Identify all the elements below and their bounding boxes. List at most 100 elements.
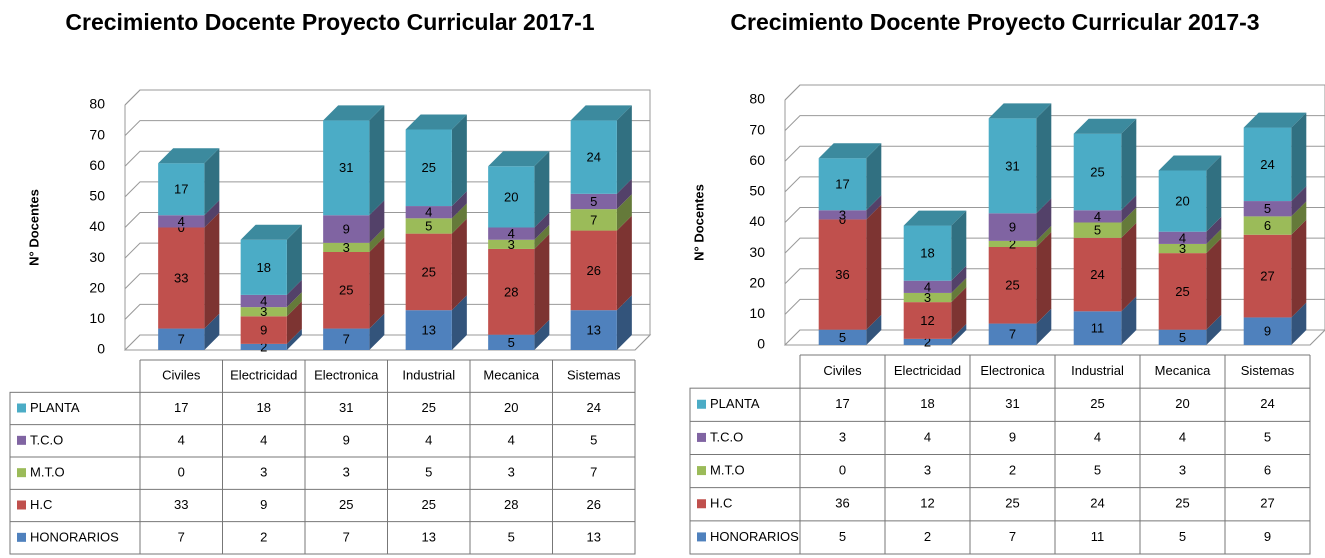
data-label: 18 (920, 246, 934, 261)
bar-top (1243, 112, 1307, 128)
table-cell: 2 (924, 529, 931, 544)
bar (405, 206, 452, 219)
y-tick-label: 40 (89, 218, 105, 234)
table-cell: 7 (1009, 529, 1016, 544)
bar-side (534, 212, 550, 240)
bar (903, 302, 952, 339)
bar-side (369, 105, 385, 216)
y-tick-label: 30 (749, 244, 765, 260)
bar-side (369, 200, 385, 243)
table-cell: 24 (1090, 496, 1104, 511)
bar (988, 240, 1037, 247)
grid-line (784, 207, 1325, 223)
legend-swatch (697, 432, 706, 442)
chart-title: Crecimiento Docente Proyecto Curricular … (65, 9, 594, 35)
bar-top (323, 105, 385, 121)
legend-label: HONORARIOS (710, 529, 799, 544)
data-label: 17 (835, 177, 849, 192)
bar (240, 307, 287, 317)
data-label: 2 (1009, 236, 1016, 251)
table-cell: 2 (1009, 463, 1016, 478)
bar-top (240, 224, 302, 240)
data-label: 25 (422, 160, 436, 175)
bar-side (286, 328, 302, 350)
table-cell: 4 (508, 432, 515, 447)
y-tick-label: 20 (749, 274, 765, 290)
y-tick-label: 70 (89, 126, 105, 142)
bar (323, 242, 370, 252)
table-cell: 25 (339, 497, 353, 512)
data-label: 5 (590, 194, 597, 209)
table-cell: 31 (1005, 396, 1019, 411)
table-cell: 7 (590, 465, 597, 480)
grid-line (784, 115, 1325, 131)
bar-side (451, 295, 467, 350)
grid-line (124, 89, 650, 106)
table-cell: 17 (174, 400, 188, 415)
bar-top (570, 105, 632, 121)
data-label: 3 (924, 290, 931, 305)
table-cell: 11 (1091, 529, 1105, 544)
table-cell: 25 (1090, 396, 1104, 411)
bar-side (1121, 207, 1137, 238)
data-label: 4 (260, 293, 267, 308)
table-cell: 4 (178, 432, 185, 447)
bar-side (451, 114, 467, 207)
bar (158, 215, 205, 228)
bar-side (866, 204, 882, 330)
bar-side (1121, 296, 1137, 345)
y-tick-label: 20 (89, 279, 105, 295)
grid-line (124, 212, 650, 228)
bar (405, 218, 452, 234)
table-cell: 24 (587, 400, 601, 415)
bar (1073, 222, 1122, 238)
data-label: 26 (587, 263, 601, 278)
bar (323, 252, 370, 329)
bar (1243, 127, 1292, 202)
table-cell: 3 (924, 463, 931, 478)
table-cell: 13 (587, 529, 601, 544)
x-tick-label: Sistemas (567, 368, 621, 383)
data-label: 3 (839, 207, 846, 222)
bar (570, 209, 617, 231)
table-cell: 9 (343, 432, 350, 447)
table-cell: 36 (835, 496, 849, 511)
bar-side (1036, 308, 1052, 345)
bar-side (204, 313, 220, 350)
legend-swatch (697, 466, 706, 476)
data-label: 7 (1009, 327, 1016, 342)
table-cell: 4 (260, 432, 267, 447)
bar-side (204, 212, 220, 329)
bar-side (1291, 112, 1307, 202)
data-label: 9 (1009, 220, 1016, 235)
data-label: 31 (339, 160, 353, 175)
bar-side (866, 195, 882, 220)
data-label: 20 (1175, 194, 1189, 209)
y-tick-label: 50 (89, 188, 105, 204)
bar-side (616, 105, 632, 194)
table-cell: 31 (339, 400, 353, 415)
data-label: 27 (1260, 269, 1274, 284)
bar-side (451, 191, 467, 219)
data-label: 33 (174, 270, 188, 285)
table-cell: 13 (422, 529, 436, 544)
data-label: 24 (587, 150, 601, 165)
table-cell: 5 (425, 465, 432, 480)
data-label: 9 (260, 323, 267, 338)
data-label: 9 (1264, 324, 1271, 339)
data-label: 9 (343, 221, 350, 236)
bar (1073, 311, 1122, 345)
table-cell: 0 (839, 463, 846, 478)
bar-side (1291, 219, 1307, 318)
bar (1243, 216, 1292, 235)
bar (988, 323, 1037, 345)
table-cell: 9 (1009, 429, 1016, 444)
table-cell: 5 (1179, 529, 1186, 544)
bar-side (616, 295, 632, 350)
data-label: 4 (425, 205, 432, 220)
table-cell: 28 (504, 497, 518, 512)
table-cell: 26 (587, 497, 601, 512)
bar (818, 158, 867, 211)
bar-side (616, 215, 632, 311)
